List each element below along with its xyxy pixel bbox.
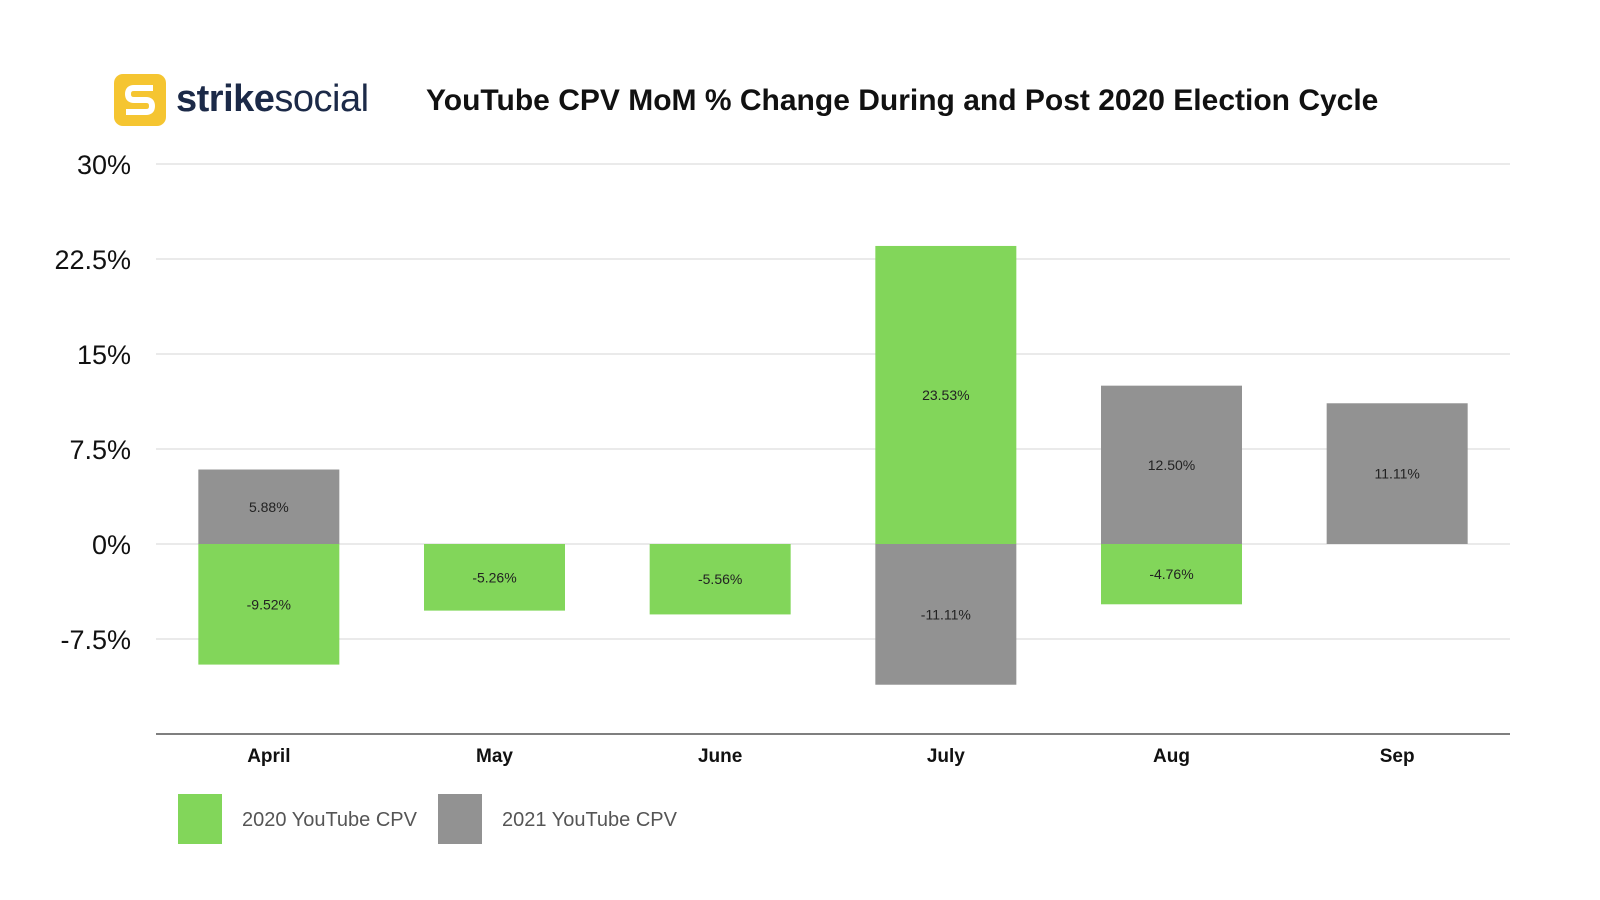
strike-social-logo-icon [114, 74, 166, 126]
bar-2021-july [875, 544, 1017, 685]
x-tick-label: June [698, 746, 742, 767]
y-tick-label: 0% [92, 530, 131, 560]
y-tick-label: 15% [77, 340, 131, 370]
x-tick-label: July [927, 746, 965, 767]
legend-label: 2021 YouTube CPV [502, 809, 678, 831]
x-tick-label: April [247, 746, 290, 767]
data-label: 5.88% [249, 499, 289, 515]
brand-name-bold: strike [176, 78, 275, 120]
brand-name-light: social [274, 78, 369, 120]
bar-2020-june [649, 544, 791, 615]
bar-2020-april [198, 544, 340, 665]
bar-2021-sep [1326, 403, 1468, 544]
y-tick-label: 22.5% [54, 245, 131, 275]
bar-2021-aug [1101, 385, 1242, 544]
bar-2021-april [198, 469, 340, 544]
legend-swatch [178, 794, 222, 844]
data-label: -5.56% [698, 571, 742, 587]
y-tick-label: -7.5% [60, 625, 131, 655]
data-label: 23.53% [922, 387, 969, 403]
x-tick-label: Aug [1153, 746, 1190, 767]
y-tick-label: 30% [77, 150, 131, 180]
y-tick-label: 7.5% [69, 435, 131, 465]
brand-name: strikesocial [176, 78, 369, 121]
data-label: 11.11% [1374, 466, 1419, 482]
legend-swatch [438, 794, 482, 844]
bar-2020-july [875, 245, 1017, 544]
x-tick-label: May [476, 746, 513, 767]
data-label: -4.76% [1149, 566, 1193, 582]
bar-2020-may [424, 544, 565, 611]
legend-label: 2020 YouTube CPV [242, 809, 418, 831]
x-tick-label: Sep [1380, 746, 1415, 767]
data-label: -9.52% [247, 596, 291, 612]
data-label: -11.11% [921, 606, 971, 622]
chart-title: YouTube CPV MoM % Change During and Post… [426, 84, 1379, 117]
bar-2020-aug [1101, 544, 1242, 605]
data-label: 12.50% [1148, 457, 1195, 473]
data-label: -5.26% [472, 569, 516, 585]
